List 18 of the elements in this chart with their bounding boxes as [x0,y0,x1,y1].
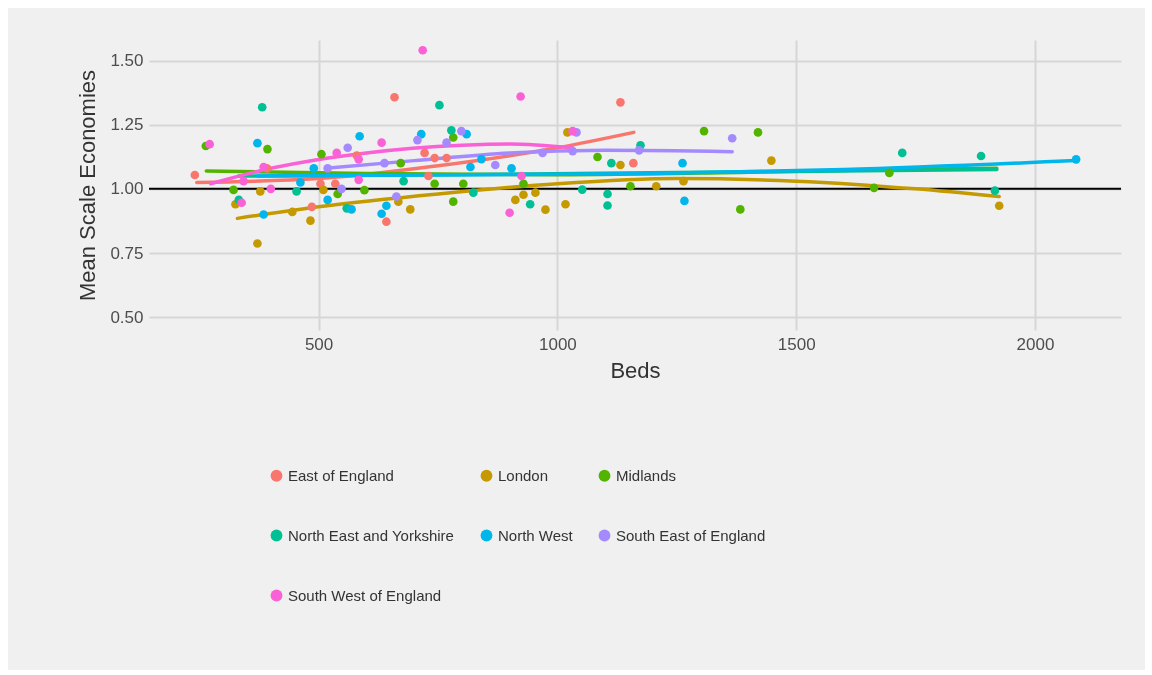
y-tick-label: 0.50 [110,307,144,327]
x-tick-label: 1000 [538,334,577,354]
y-tick-label: 1.50 [110,51,144,71]
y-tick-label: 1.00 [110,179,144,199]
x-tick-label: 2000 [1016,334,1055,354]
legend-label: East of England [288,466,394,484]
legend-label: North East and Yorkshire [288,526,454,544]
legend-label: North West [498,526,574,544]
x-axis-title: Beds [610,357,661,383]
x-tick-label: 500 [304,334,334,354]
legend-label: Midlands [616,466,677,484]
y-tick-label: 0.75 [110,243,144,263]
y-axis-title: Mean Scale Economies [75,69,101,302]
y-tick-label: 1.25 [110,115,144,135]
legend-label: South East of England [616,526,766,544]
x-tick-label: 1500 [777,334,816,354]
legend-label: South West of England [288,586,442,604]
legend-label: London [498,466,549,484]
